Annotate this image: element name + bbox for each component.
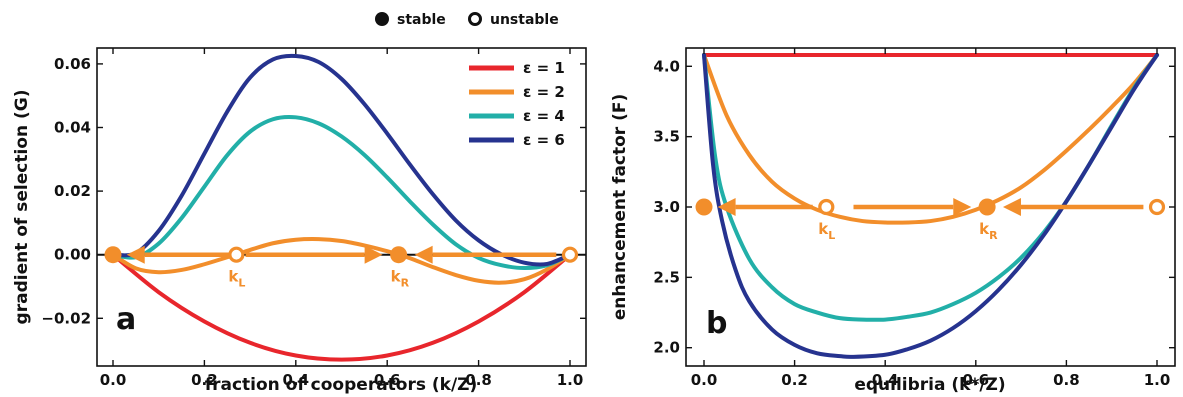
equilibrium-label-kl: kL [228,268,245,290]
x-tick-label: 0.6 [963,371,990,389]
legend-label: ε = 4 [523,107,565,125]
series-line-eps-6 [111,53,572,267]
y-tick-label: 3.5 [653,128,680,146]
legend-label: ε = 1 [523,59,565,77]
panel-a-axes: 0.0 0.2 0.4 0.6 0.8 1.0 −0.02 0.00 0.02 0.04 0.06 [41,48,586,389]
panel-a-frame [96,47,587,367]
equilibrium-label-kr: kR [391,268,410,290]
stable-key-label: stable [397,12,446,28]
series-line-eps-1 [111,252,572,362]
stable-equilibrium-marker [390,246,408,264]
series-line-eps-2 [111,237,572,285]
panel-a-y-axis-title: gradient of selection (G) [12,90,32,325]
y-tick-label: 0.00 [54,246,91,264]
unstable-equilibrium-marker [228,246,245,263]
series-line-eps-4 [702,53,1159,322]
x-tick-label: 1.0 [557,371,584,389]
x-tick-label: 0.4 [283,371,310,389]
dynamics-arrow-head [126,245,145,264]
legend-label: ε = 2 [523,83,565,101]
dynamics-arrow-head [414,245,433,264]
legend-label: ε = 6 [523,131,565,149]
stable-equilibrium-marker [695,198,713,216]
x-tick-label: 0.0 [100,371,127,389]
panel-a-x-axis-title: fraction of cooperators (k/Z) [205,375,478,395]
x-tick-label: 0.2 [191,371,218,389]
y-tick-label: 2.5 [653,268,680,286]
x-tick-label: 0.8 [1053,371,1080,389]
dynamics-arrow-head [364,245,383,264]
panel-b-plot-area [702,53,1159,359]
y-tick-label: −0.02 [41,309,91,327]
x-tick-label: 0.2 [781,371,808,389]
y-tick-label: 0.02 [54,182,91,200]
series-line-eps-6 [702,53,1159,359]
stable-equilibrium-marker [104,246,122,264]
panel-b-letter: b [706,306,727,341]
unstable-equilibrium-marker [561,246,579,263]
panel-a-plot-area [97,53,586,362]
panel-b-y-axis-title: enhancement factor (F) [610,94,630,321]
panel-b-enhancement-factor: kL kR 0.0 0.2 0.4 0.6 0.8 1.0 2.0 2.5 3.0 3.5 4.0 e… [610,47,1176,395]
y-tick-label: 2.0 [653,339,680,357]
x-tick-label: 0.0 [691,371,718,389]
y-tick-label: 4.0 [653,57,680,75]
y-tick-label: 3.0 [653,198,680,216]
unstable-equilibrium-marker [1148,198,1166,216]
unstable-equilibrium-marker [818,198,835,216]
stable-equilibrium-marker [978,198,996,216]
x-tick-label: 0.4 [872,371,899,389]
x-tick-label: 0.6 [374,371,401,389]
series-line-eps-2 [702,53,1159,225]
dynamics-arrow-head [953,198,972,216]
panel-b-dynamics: kL kR [695,198,1166,242]
stability-key: stable unstable [375,12,559,28]
unstable-key-marker [468,12,482,26]
y-tick-label: 0.06 [54,55,91,73]
x-tick-label: 1.0 [1144,371,1171,389]
dynamics-arrow-head [717,198,736,216]
stable-key-marker [375,12,389,26]
equilibrium-label-kl: kL [818,220,835,242]
panel-a-letter: a [116,302,136,337]
panel-a-gradient-of-selection: kL kR 0.0 0.2 0.4 0.6 0.8 1.0 −0.02 0.00 0.02 0.04… [12,47,587,395]
panel-b-axes: 0.0 0.2 0.4 0.6 0.8 1.0 2.0 2.5 3.0 3.5 4.0 [653,48,1175,389]
panel-b-x-axis-title: equilibria (k*/Z) [854,375,1005,395]
x-tick-label: 0.8 [465,371,492,389]
equilibrium-label-kr: kR [979,220,998,242]
series-line-eps-4 [111,114,572,271]
dynamics-arrow-head [1002,198,1021,216]
y-tick-label: 0.04 [54,119,91,137]
unstable-key-label: unstable [490,12,559,28]
panel-a-legend: ε = 1 ε = 2 ε = 4 ε = 6 [469,59,565,149]
